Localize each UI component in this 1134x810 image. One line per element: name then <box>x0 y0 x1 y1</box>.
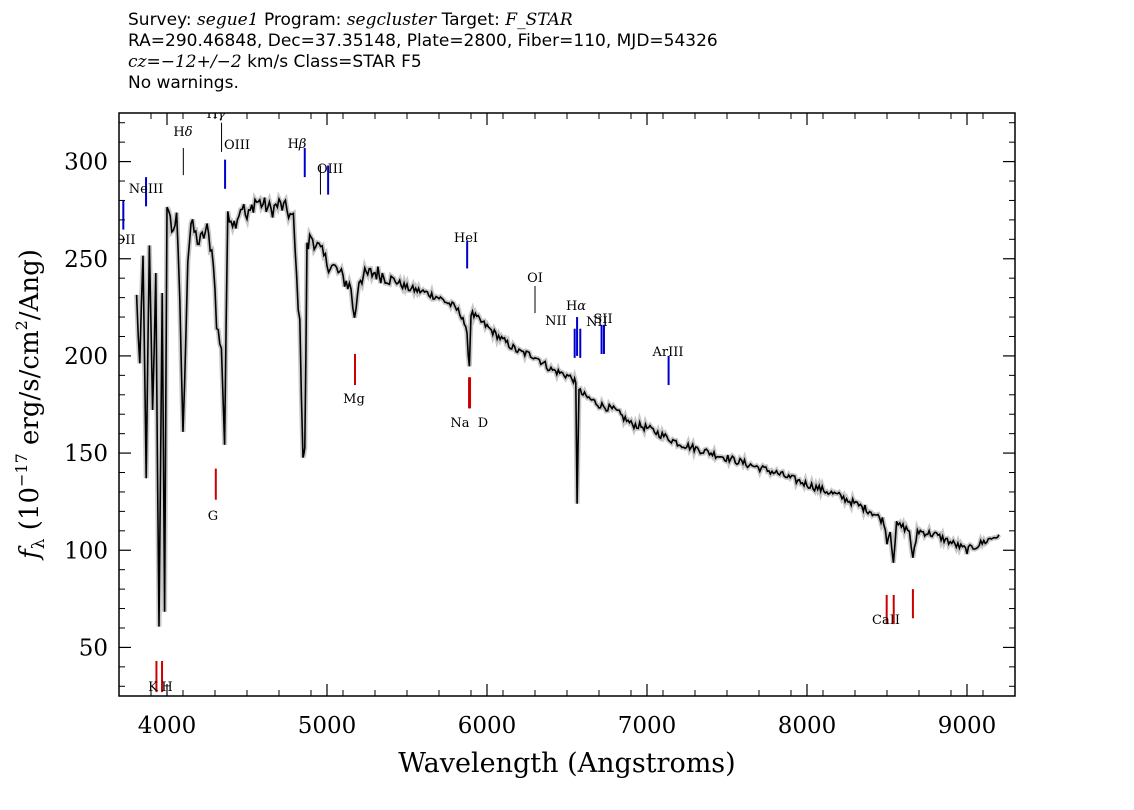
spectral-line-label: OIII <box>317 162 343 177</box>
spectral-line-label: HeI <box>454 231 478 246</box>
spectrum-header: Survey: segue1 Program: segcluster Targe… <box>128 10 1028 94</box>
y-axis-label: fλ (10−17 erg/s/cm2/Ang) <box>12 249 49 561</box>
error-band-line <box>134 191 1002 627</box>
y-tick-label: 100 <box>64 538 108 564</box>
header-line-4: No warnings. <box>128 73 239 93</box>
target-label: Target: <box>441 10 500 30</box>
x-tick-label: 4000 <box>138 713 197 739</box>
absorption-label: G <box>208 509 218 524</box>
absorption-label: D <box>478 416 488 431</box>
x-tick-label: 9000 <box>938 713 997 739</box>
survey-value: segue1 <box>197 10 259 30</box>
survey-label: Survey: <box>128 10 192 30</box>
spectral-line-label: ArIII <box>651 345 683 360</box>
y-tick-label: 200 <box>64 344 108 370</box>
x-tick-label: 5000 <box>298 713 357 739</box>
cz-label: cz= <box>128 52 161 72</box>
spectral-line-label: Hα <box>566 299 586 314</box>
spectral-line-label: OI <box>527 271 543 286</box>
spectral-line-label: Hγ <box>206 107 225 122</box>
spectral-line-label: NII <box>545 314 567 329</box>
y-tick-label: 300 <box>64 150 108 176</box>
absorption-label: Mg <box>343 392 365 407</box>
absorption-label: K <box>148 680 158 695</box>
absorption-label: CaII <box>872 613 900 628</box>
x-tick-label: 7000 <box>618 713 677 739</box>
program-label: Program: <box>263 10 342 30</box>
absorption-label: Na <box>450 416 469 431</box>
spectral-line-label: Hδ <box>173 125 192 140</box>
x-tick-label: 8000 <box>778 713 837 739</box>
spectral-line-label: SII <box>593 312 612 327</box>
target-value: F_STAR <box>505 10 573 30</box>
header-line-2: RA=290.46848, Dec=37.35148, Plate=2800, … <box>128 31 718 51</box>
y-tick-label: 50 <box>79 635 108 661</box>
y-tick-label: 250 <box>64 247 108 273</box>
cz-value: −12+/−2 <box>160 52 242 72</box>
header-line-3: cz=−12+/−2 km/s Class=STAR F5 <box>128 52 1028 73</box>
spectrum-line <box>135 196 1000 627</box>
flux-spectrum <box>135 196 1000 627</box>
x-axis-label: Wavelength (Angstroms) <box>398 748 735 779</box>
axis-ticks: 4000 5000 6000 7000 8000 9000 50 100 150 200 250 30… <box>64 113 1016 739</box>
y-tick-label: 150 <box>64 441 108 467</box>
spectral-line-label: NeIII <box>129 182 163 197</box>
spectral-line-label: OIII <box>224 138 250 153</box>
flux-error-band <box>134 191 1002 627</box>
header-line-1: Survey: segue1 Program: segcluster Targe… <box>128 10 1028 31</box>
spectral-line-label: Hβ <box>288 137 307 152</box>
program-value: segcluster <box>346 10 437 30</box>
x-tick-label: 6000 <box>458 713 517 739</box>
spectral-line-label: OII <box>115 233 136 248</box>
cz-rest: km/s Class=STAR F5 <box>247 52 422 72</box>
